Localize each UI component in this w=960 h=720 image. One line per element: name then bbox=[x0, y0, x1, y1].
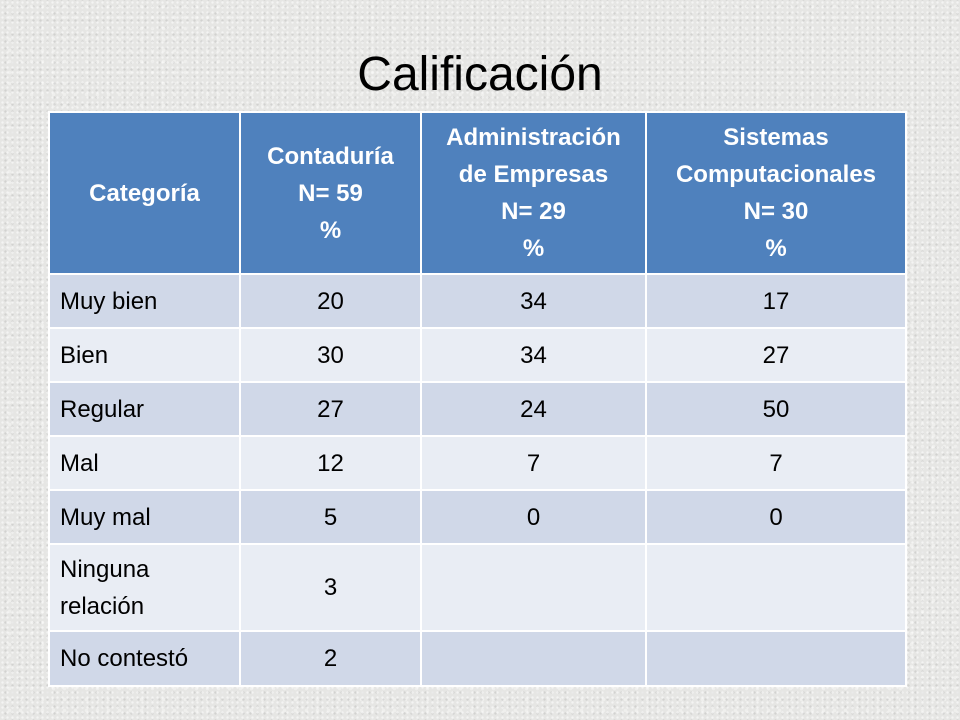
cell-contaduria: 20 bbox=[239, 273, 422, 329]
cell-sistemas bbox=[645, 543, 907, 632]
table-row: Muy mal 5 0 0 bbox=[48, 489, 907, 545]
cell-contaduria: 5 bbox=[239, 489, 422, 545]
cell-sistemas: 0 bbox=[645, 489, 907, 545]
header-contaduria: Contaduría N= 59 % bbox=[239, 111, 422, 275]
row-category: Mal bbox=[48, 435, 241, 491]
slide-title: Calificación bbox=[357, 48, 603, 101]
cell-administracion: 34 bbox=[420, 327, 647, 383]
table-row: Mal 12 7 7 bbox=[48, 435, 907, 491]
cell-contaduria: 12 bbox=[239, 435, 422, 491]
row-category: Bien bbox=[48, 327, 241, 383]
row-category: Ninguna relación bbox=[48, 543, 241, 632]
cell-sistemas: 17 bbox=[645, 273, 907, 329]
cell-contaduria: 30 bbox=[239, 327, 422, 383]
row-category: No contestó bbox=[48, 630, 241, 687]
table-row: Bien 30 34 27 bbox=[48, 327, 907, 383]
row-category: Regular bbox=[48, 381, 241, 437]
table-row: Ninguna relación 3 bbox=[48, 543, 907, 632]
header-row: Categoría Contaduría N= 59 % Administrac… bbox=[48, 111, 907, 275]
cell-administracion: 7 bbox=[420, 435, 647, 491]
cell-administracion bbox=[420, 543, 647, 632]
cell-administracion: 34 bbox=[420, 273, 647, 329]
cell-administracion: 0 bbox=[420, 489, 647, 545]
cell-sistemas: 50 bbox=[645, 381, 907, 437]
header-sistemas: Sistemas Computacionales N= 30 % bbox=[645, 111, 907, 275]
table-row: Muy bien 20 34 17 bbox=[48, 273, 907, 329]
table-body: Muy bien 20 34 17 Bien 30 34 27 Regular … bbox=[48, 273, 907, 687]
table-row: Regular 27 24 50 bbox=[48, 381, 907, 437]
calificacion-table: Categoría Contaduría N= 59 % Administrac… bbox=[48, 111, 907, 687]
table-header: Categoría Contaduría N= 59 % Administrac… bbox=[48, 111, 907, 275]
row-category: Muy bien bbox=[48, 273, 241, 329]
cell-administracion: 24 bbox=[420, 381, 647, 437]
cell-sistemas: 27 bbox=[645, 327, 907, 383]
cell-administracion bbox=[420, 630, 647, 687]
table-row: No contestó 2 bbox=[48, 630, 907, 687]
row-category: Muy mal bbox=[48, 489, 241, 545]
header-administracion: Administración de Empresas N= 29 % bbox=[420, 111, 647, 275]
cell-contaduria: 27 bbox=[239, 381, 422, 437]
header-categoria: Categoría bbox=[48, 111, 241, 275]
cell-contaduria: 3 bbox=[239, 543, 422, 632]
cell-contaduria: 2 bbox=[239, 630, 422, 687]
cell-sistemas: 7 bbox=[645, 435, 907, 491]
cell-sistemas bbox=[645, 630, 907, 687]
